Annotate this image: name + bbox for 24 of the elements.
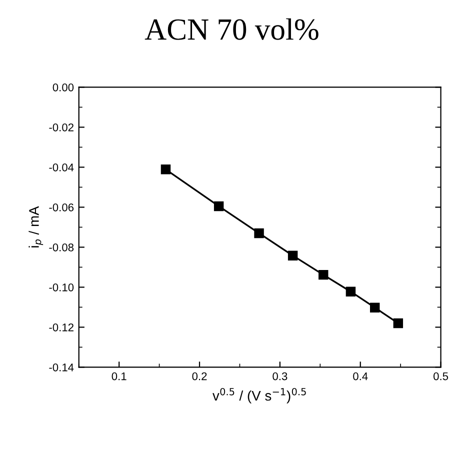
point [254, 228, 264, 238]
y-tick-label: -0.12 [49, 323, 74, 332]
y-axis-title: i$_{p}$ / mA [28, 206, 44, 248]
point [160, 164, 171, 174]
x-tick-label: 0.3 [272, 372, 288, 380]
point [214, 201, 224, 212]
point [318, 270, 328, 280]
x-tick-label: 0.2 [192, 372, 207, 380]
point [370, 302, 380, 312]
point [393, 318, 404, 328]
y-tick-label: -0.02 [49, 123, 74, 132]
x-tick-label: 0.4 [353, 372, 368, 380]
y-tick-label: -0.08 [49, 243, 74, 252]
y-tick-label: -0.10 [49, 283, 74, 292]
y-tick-label: -0.06 [49, 203, 74, 212]
chart-title: ACN 70 vol% [144, 18, 318, 40]
y-tick-label: 0.00 [52, 83, 74, 92]
point [346, 286, 356, 296]
y-tick-label: -0.04 [49, 163, 74, 172]
x-axis-title: v$^{0.5}$ / (V s$^{−1}$)$^{0.5}$ [212, 388, 306, 404]
y-tick-label: -0.14 [49, 363, 74, 372]
point [288, 250, 298, 260]
x-tick-label: 0.1 [112, 372, 126, 380]
x-tick-label: 0.5 [434, 372, 448, 380]
